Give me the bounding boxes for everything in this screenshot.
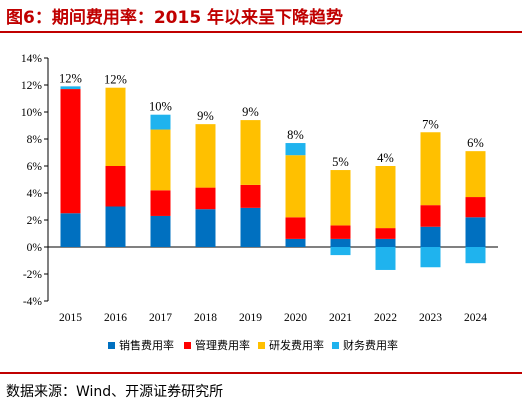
y-tick-label: 2% [27,215,43,227]
bar-segment-2022 [375,228,396,239]
y-tick-label: 4% [27,188,43,200]
legend-label-2: 管理费用率 [195,338,250,352]
bar-segment-2015 [60,89,81,214]
title-bar: 图6：期间费用率：2015 年以来呈下降趋势 [0,0,522,33]
legend-swatch-2 [184,342,191,349]
total-label-2016: 12% [104,73,127,87]
bar-segment-2023 [420,205,441,227]
y-tick-label: -4% [23,296,43,308]
y-tick-label: 10% [21,107,43,119]
bar-segment-2018 [195,187,216,210]
y-tick-label: 12% [21,80,43,92]
y-tick-label: 8% [27,134,43,146]
total-label-2024: 6% [467,136,484,150]
bar-segment-2017 [150,190,171,216]
x-tick-label: 2019 [239,312,262,324]
bar-segment-2023 [420,132,441,206]
legend-label-4: 财务费用率 [343,338,398,352]
x-tick-label: 2015 [59,312,82,324]
x-tick-label: 2024 [464,312,487,324]
legend-label-3: 研发费用率 [269,338,324,352]
total-label-2015: 12% [59,71,82,85]
x-tick-label: 2016 [104,312,127,324]
bar-segment-2016 [105,87,126,166]
bar-segment-2019 [240,184,261,208]
y-tick-label: 0% [27,242,43,254]
x-tick-label: 2017 [149,312,172,324]
bar-segment-2017 [150,114,171,130]
bar-segment-2019 [240,120,261,185]
total-label-2019: 9% [242,105,259,119]
total-label-2018: 9% [197,109,214,123]
bar-segment-2020 [285,238,306,247]
legend-swatch-4 [332,342,339,349]
bar-segment-2017 [150,129,171,191]
bar-segment-2023 [420,247,441,268]
y-tick-label: 14% [21,53,43,65]
source-bar: 数据来源：Wind、开源证券研究所 [0,372,522,406]
y-tick-label: 6% [27,161,43,173]
total-label-2022: 4% [377,151,394,165]
x-tick-label: 2018 [194,312,217,324]
total-label-2021: 5% [332,155,349,169]
bar-segment-2022 [375,166,396,229]
bar-segment-2019 [240,207,261,247]
bar-segment-2021 [330,170,351,226]
source-note: 数据来源：Wind、开源证券研究所 [6,384,224,400]
x-tick-label: 2021 [329,312,352,324]
bar-segment-2024 [465,247,486,264]
page-title: 图6：期间费用率：2015 年以来呈下降趋势 [6,8,344,28]
bar-segment-2022 [375,238,396,247]
bar-segment-2018 [195,209,216,247]
y-tick-label: -2% [23,269,43,281]
bar-segment-2020 [285,155,306,218]
bar-segment-2015 [60,213,81,247]
legend-swatch-3 [258,342,265,349]
bar-segment-2016 [105,166,126,207]
legend-swatch-1 [108,342,115,349]
bar-segment-2018 [195,124,216,188]
total-label-2023: 7% [422,117,439,131]
bar-segment-2021 [330,247,351,256]
bar-segment-2021 [330,225,351,239]
x-tick-label: 2023 [419,312,442,324]
legend-label-1: 销售费用率 [119,338,174,352]
bar-segment-2016 [105,206,126,247]
total-label-2020: 8% [287,128,304,142]
bar-segment-2020 [285,217,306,239]
bar-segment-2020 [285,143,306,156]
bar-segment-2021 [330,238,351,247]
bar-segment-2023 [420,226,441,247]
stacked-bar-chart: -4% -2% 0% 2% 4% 6% 8% 10% 12% 14% 12% 2015 12% 2016 1… [21,53,498,352]
bar-segment-2017 [150,215,171,247]
x-tick-label: 2022 [374,312,397,324]
x-tick-label: 2020 [284,312,307,324]
total-label-2017: 10% [149,100,172,114]
bar-segment-2024 [465,217,486,247]
bar-segment-2024 [465,151,486,198]
bar-segment-2024 [465,197,486,218]
bar-segment-2015 [60,86,81,90]
bar-segment-2022 [375,247,396,270]
